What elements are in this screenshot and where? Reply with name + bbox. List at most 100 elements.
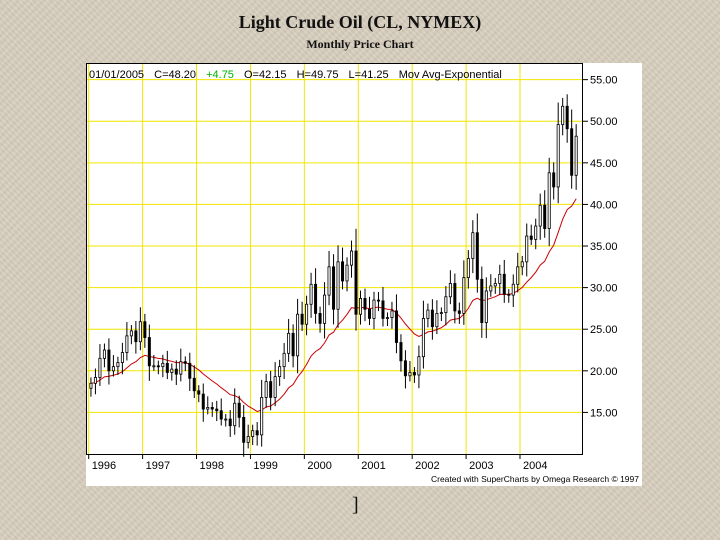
candle bbox=[161, 354, 165, 378]
candle bbox=[296, 298, 300, 374]
candle bbox=[457, 302, 461, 324]
y-tick-label: 15.00 bbox=[590, 407, 618, 419]
chart-panel: 15.00 20.00 25.00 30.00 35.00 40.00 45.00 50.00… bbox=[86, 63, 642, 486]
candle bbox=[147, 324, 151, 381]
candle bbox=[255, 422, 259, 446]
x-tick-label: 2000 bbox=[307, 460, 331, 472]
candle bbox=[394, 294, 398, 354]
candle bbox=[421, 300, 425, 369]
candle bbox=[507, 289, 511, 303]
candle bbox=[367, 296, 371, 326]
candle bbox=[291, 324, 295, 368]
candle bbox=[426, 303, 430, 328]
candle bbox=[502, 259, 506, 303]
x-tick-label: 1998 bbox=[200, 460, 224, 472]
candle bbox=[376, 292, 380, 312]
candle bbox=[543, 190, 547, 238]
candle bbox=[116, 356, 120, 375]
candle bbox=[264, 373, 268, 408]
candle bbox=[206, 396, 210, 415]
candle bbox=[246, 424, 250, 449]
candle bbox=[215, 400, 219, 422]
candle bbox=[489, 274, 493, 297]
candle bbox=[300, 301, 304, 332]
x-tick-label: 2001 bbox=[361, 460, 385, 472]
candle bbox=[120, 342, 124, 375]
candle bbox=[408, 361, 412, 382]
candle bbox=[242, 405, 246, 457]
y-tick-label: 40.00 bbox=[590, 199, 618, 211]
candle bbox=[547, 157, 551, 247]
candle bbox=[430, 299, 434, 340]
candle bbox=[336, 245, 340, 328]
chart-header: 01/01/2005 C=48.20 +4.75 O=42.15 H=49.75… bbox=[89, 69, 502, 81]
candle bbox=[529, 224, 533, 245]
candle bbox=[107, 338, 111, 385]
x-tick-label: 2003 bbox=[469, 460, 493, 472]
candle bbox=[197, 385, 201, 403]
candle bbox=[323, 282, 327, 339]
candle bbox=[556, 102, 560, 204]
candle bbox=[381, 286, 385, 327]
candle bbox=[484, 277, 488, 339]
candle bbox=[350, 240, 354, 278]
candle bbox=[318, 306, 322, 333]
candle bbox=[480, 266, 484, 338]
candle bbox=[125, 322, 129, 361]
x-axis: 1996 1997 1998 1999 2000 2001 2002 2003 2004 bbox=[88, 454, 547, 472]
y-tick-label: 35.00 bbox=[590, 241, 618, 253]
candle bbox=[385, 312, 389, 327]
y-tick-label: 30.00 bbox=[590, 283, 618, 295]
candle bbox=[538, 193, 542, 240]
candle bbox=[170, 363, 174, 381]
candle bbox=[354, 228, 358, 331]
candle bbox=[134, 321, 138, 354]
candle bbox=[462, 260, 466, 325]
candle bbox=[156, 360, 160, 375]
candles-layer bbox=[89, 94, 578, 457]
candle bbox=[129, 324, 133, 345]
candle bbox=[179, 348, 183, 382]
x-tick-label: 1996 bbox=[92, 460, 116, 472]
candle bbox=[412, 367, 416, 383]
candle bbox=[287, 318, 291, 362]
candle bbox=[102, 343, 106, 368]
candle bbox=[435, 300, 439, 335]
candle bbox=[534, 218, 538, 250]
moving-average-layer bbox=[90, 198, 577, 413]
candle bbox=[565, 94, 569, 143]
candle bbox=[192, 365, 196, 399]
candle bbox=[260, 379, 264, 447]
x-tick-label: 2002 bbox=[415, 460, 439, 472]
candle bbox=[372, 291, 376, 330]
candle bbox=[466, 250, 470, 289]
candle bbox=[448, 270, 452, 305]
candle bbox=[188, 352, 192, 391]
candle bbox=[143, 313, 147, 348]
candle bbox=[327, 250, 331, 306]
candle bbox=[111, 355, 115, 377]
candle bbox=[138, 307, 142, 351]
candle bbox=[444, 286, 448, 326]
candle bbox=[93, 368, 97, 395]
x-tick-label: 1999 bbox=[253, 460, 277, 472]
candle bbox=[152, 355, 156, 371]
candle bbox=[574, 124, 578, 190]
candle bbox=[516, 252, 520, 293]
candle bbox=[453, 273, 457, 324]
page-subtitle: Monthly Price Chart bbox=[306, 37, 414, 51]
candle bbox=[273, 362, 277, 407]
candle bbox=[282, 343, 286, 380]
candle bbox=[210, 402, 214, 417]
price-chart: 15.00 20.00 25.00 30.00 35.00 40.00 45.00 50.00… bbox=[86, 63, 639, 484]
candle bbox=[183, 356, 187, 372]
header-high: H=49.75 bbox=[297, 69, 339, 81]
y-tick-label: 55.00 bbox=[590, 75, 618, 87]
grid-lines bbox=[86, 63, 582, 454]
candle bbox=[475, 213, 479, 293]
header-change: +4.75 bbox=[206, 69, 234, 81]
y-axis: 15.00 20.00 25.00 30.00 35.00 40.00 45.00 50.00… bbox=[582, 75, 618, 419]
x-tick-label: 2004 bbox=[523, 460, 547, 472]
header-indicator: Mov Avg-Exponential bbox=[399, 69, 502, 81]
candle bbox=[439, 307, 443, 322]
